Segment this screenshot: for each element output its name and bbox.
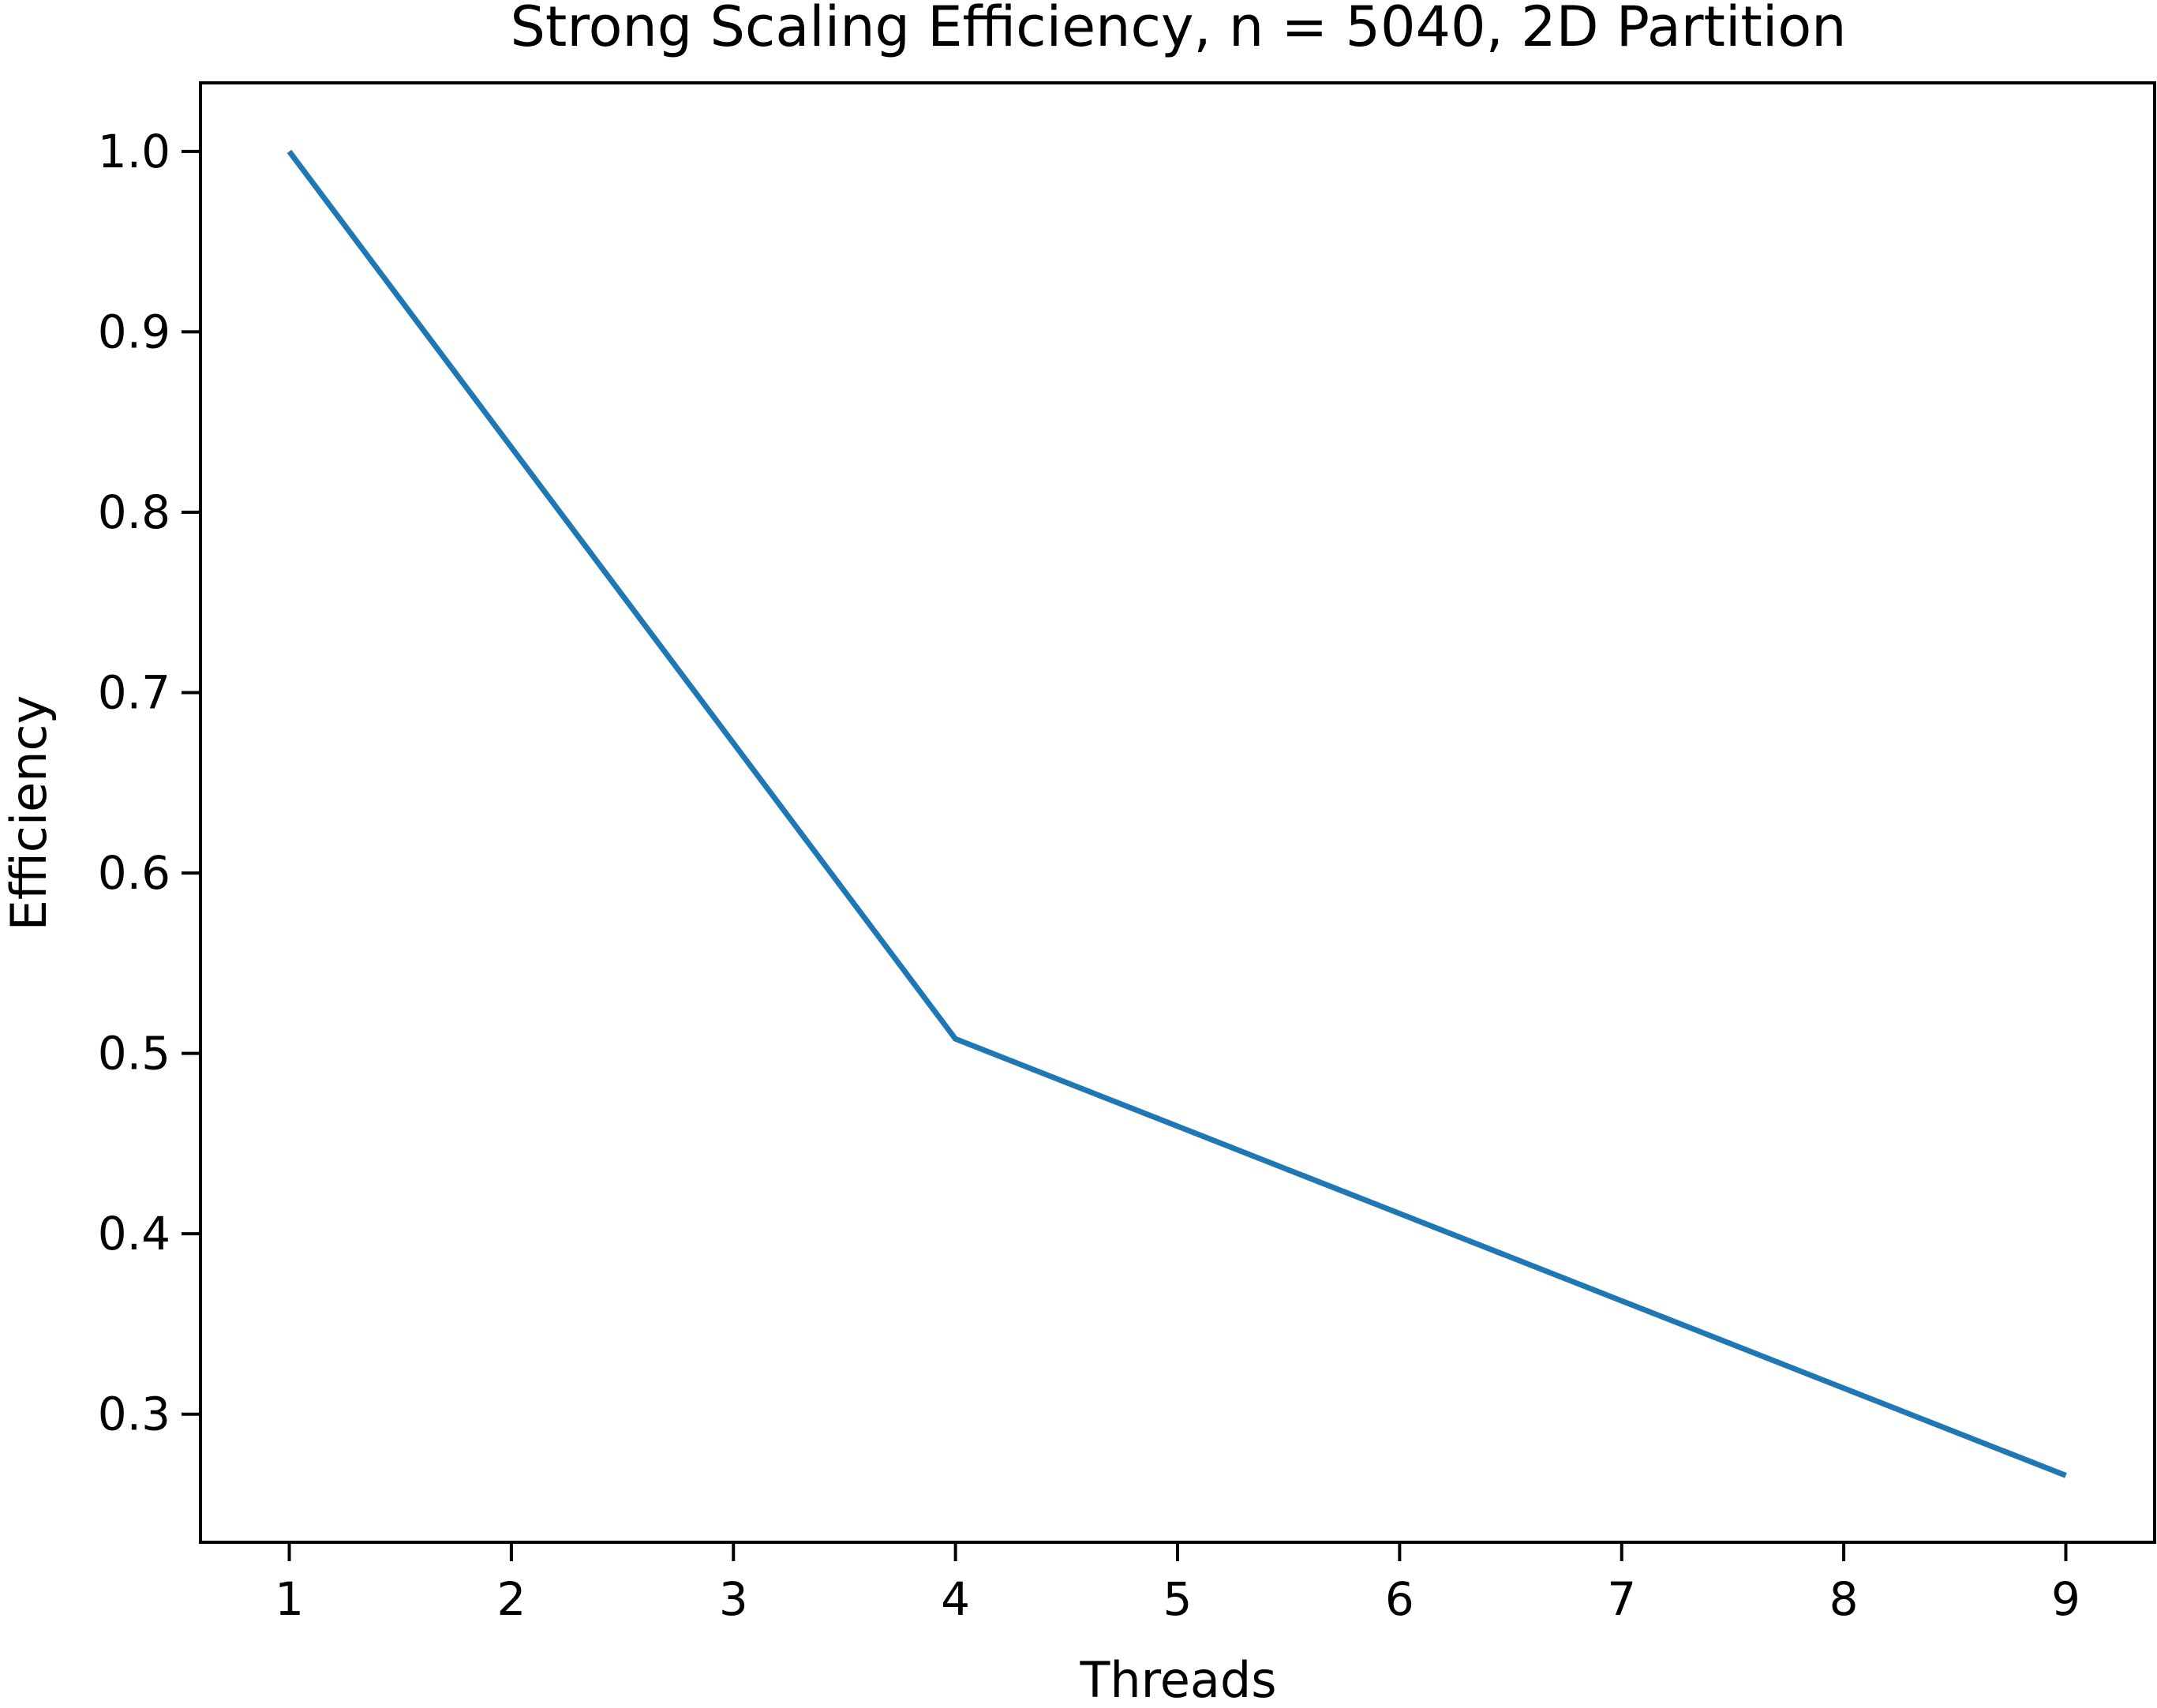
series-0-line (286, 149, 2067, 1478)
y-tick-label: 0.3 (98, 1388, 170, 1441)
x-tick-label: 1 (275, 1572, 304, 1626)
y-tick-label: 0.5 (98, 1027, 170, 1081)
y-axis: 0.3 0.4 0.5 0.6 0.7 0.8 0.9 1.0 (98, 125, 200, 1441)
y-tick-label: 0.6 (98, 846, 170, 900)
y-tick-label: 1.0 (98, 125, 170, 178)
plot-area (286, 149, 2067, 1478)
x-axis: 1 2 3 4 5 6 7 8 9 (275, 1542, 2080, 1626)
x-tick-label: 9 (2051, 1572, 2080, 1626)
y-tick-label: 0.4 (98, 1207, 170, 1260)
y-tick-label: 0.9 (98, 305, 170, 358)
x-tick-label: 5 (1163, 1572, 1193, 1626)
x-axis-label: Threads (1079, 1651, 1276, 1708)
y-tick-label: 0.8 (98, 485, 170, 539)
y-axis-label: Efficiency (0, 695, 58, 931)
chart-title: Strong Scaling Efficiency, n = 5040, 2D … (510, 0, 1846, 59)
x-tick-label: 6 (1385, 1572, 1414, 1626)
x-tick-label: 8 (1829, 1572, 1859, 1626)
plot-frame (199, 81, 2156, 1544)
y-tick-label: 0.7 (98, 666, 170, 720)
x-tick-label: 7 (1607, 1572, 1636, 1626)
x-tick-label: 2 (496, 1572, 526, 1626)
x-tick-label: 4 (941, 1572, 970, 1626)
x-tick-label: 3 (719, 1572, 748, 1626)
